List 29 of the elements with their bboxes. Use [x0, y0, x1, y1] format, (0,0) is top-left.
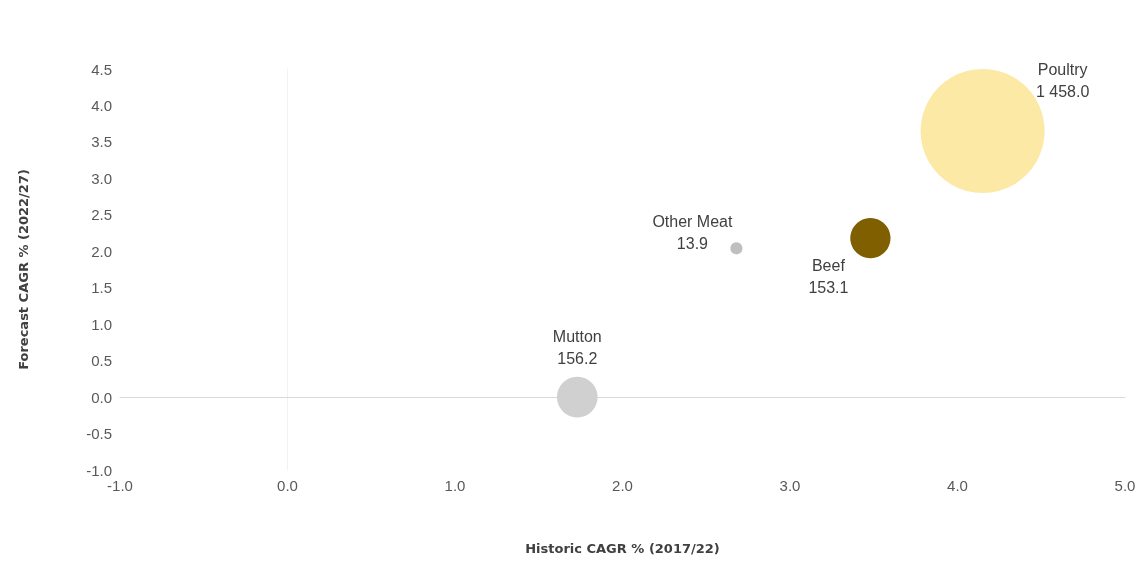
y-tick-label: 0.0: [91, 388, 112, 406]
y-tick-label: 4.0: [91, 96, 112, 114]
y-tick-label: -1.0: [86, 461, 112, 479]
x-tick-label: -1.0: [107, 477, 133, 494]
x-tick-label: 4.0: [947, 477, 968, 494]
y-axis-title: Forecast CAGR % (2022/27): [16, 169, 31, 370]
x-tick-label: 3.0: [779, 477, 801, 494]
y-tick-label: 1.0: [91, 315, 112, 333]
y-tick-label: 2.0: [91, 242, 112, 260]
y-tick-label: 2.5: [91, 206, 112, 224]
y-tick-label: 3.5: [91, 133, 112, 151]
y-tick-label: 3.0: [91, 169, 112, 187]
y-tick-label: 1.5: [91, 279, 112, 297]
series-label: Beef: [811, 256, 846, 274]
x-tick-label: 1.0: [444, 477, 466, 494]
x-tick-label: 5.0: [1114, 477, 1136, 494]
x-tick-label: 2.0: [612, 477, 633, 494]
data-label: 1 458.0: [1035, 83, 1090, 101]
x-tick-label: 0.0: [277, 477, 298, 494]
y-tick-label: -0.5: [86, 425, 112, 443]
y-tick-label: 0.5: [91, 352, 112, 370]
data-label: 153.1: [808, 278, 849, 296]
series-label: Poultry: [1037, 61, 1088, 79]
data-label: 156.2: [557, 349, 598, 367]
x-axis-title: Historic CAGR % (2017/22): [525, 541, 720, 556]
y-tick-label: 4.5: [91, 60, 112, 78]
series-label: Other Meat: [652, 212, 733, 230]
text: Mutton: [552, 327, 602, 345]
data-label: 13.9: [676, 234, 709, 252]
